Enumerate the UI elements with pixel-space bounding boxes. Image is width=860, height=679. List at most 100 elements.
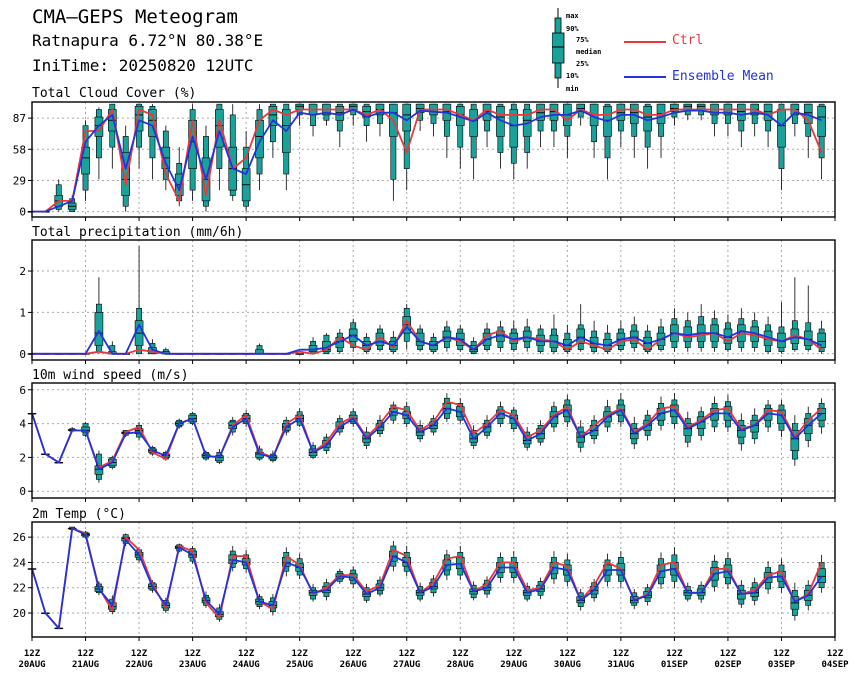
- box-inner: [94, 312, 104, 346]
- y-tick-label: 2: [19, 265, 26, 278]
- legend-p90-label: 90%: [566, 25, 579, 33]
- ctrl-line: [32, 108, 823, 213]
- x-tick-date-label: 22AUG: [126, 660, 153, 670]
- box-inner: [469, 109, 478, 137]
- box-inner: [763, 103, 773, 121]
- x-tick-hour-label: 12Z: [666, 649, 683, 659]
- x-tick-date-label: 24AUG: [233, 660, 260, 670]
- legend-ensemble-label: Ensemble Mean: [672, 69, 774, 84]
- y-tick-label: 24: [13, 556, 27, 569]
- x-tick-hour-label: 12Z: [345, 649, 362, 659]
- location-label: Ratnapura 6.72°N 80.38°E: [32, 31, 264, 50]
- box-inner: [134, 105, 144, 132]
- x-tick-hour-label: 12Z: [24, 649, 41, 659]
- plot-frame: [31, 101, 836, 218]
- box-legend-icon: [552, 8, 565, 88]
- x-tick-date-label: 03SEP: [768, 660, 796, 670]
- panel-title: 2m Temp (°C): [32, 507, 126, 522]
- box-inner: [509, 109, 519, 148]
- plot-frame: [31, 239, 836, 361]
- y-tick-label: 29: [13, 174, 26, 187]
- box-inner: [790, 430, 800, 451]
- plot-frame: [31, 521, 836, 638]
- box-inner: [268, 105, 278, 126]
- box-inner: [629, 103, 639, 124]
- x-tick-hour-label: 12Z: [184, 649, 201, 659]
- legend-median-label: median: [576, 48, 602, 56]
- x-tick-hour-label: 12Z: [77, 649, 94, 659]
- box-inner: [121, 152, 130, 196]
- x-tick-date-label: 02SEP: [714, 660, 742, 670]
- box-inner: [215, 109, 224, 148]
- x-tick-date-label: 21AUG: [72, 660, 99, 670]
- y-tick-label: 58: [13, 143, 26, 156]
- y-tick-label: 26: [13, 531, 26, 544]
- ctrl-line: [31, 400, 823, 469]
- x-tick-date-label: 25AUG: [286, 660, 313, 670]
- plot-frame: [31, 382, 836, 499]
- y-tick-label: 22: [13, 582, 26, 595]
- box-inner: [817, 105, 826, 137]
- x-tick-hour-label: 12Z: [506, 649, 523, 659]
- ensemble-mean-line: [31, 407, 823, 471]
- y-tick-label: 6: [19, 384, 26, 397]
- x-tick-hour-label: 12Z: [131, 649, 148, 659]
- x-tick-hour-label: 12Z: [720, 649, 737, 659]
- panel-title: Total precipitation (mm/6h): [32, 225, 243, 240]
- box-inner: [522, 330, 532, 342]
- box-inner: [536, 103, 545, 121]
- x-tick-date-label: 01SEP: [661, 660, 689, 670]
- ensemble-mean-line: [32, 108, 822, 213]
- box-inner: [670, 103, 679, 112]
- x-tick-date-label: 04SEP: [821, 660, 849, 670]
- box-inner: [817, 568, 826, 583]
- x-tick-date-label: 27AUG: [393, 660, 420, 670]
- y-tick-label: 0: [19, 348, 26, 361]
- y-tick-label: 0: [19, 206, 26, 219]
- x-tick-date-label: 23AUG: [179, 660, 206, 670]
- panel-title: 10m wind speed (m/s): [32, 368, 189, 383]
- y-tick-label: 87: [13, 112, 26, 125]
- box-inner: [415, 332, 425, 346]
- box-inner: [616, 103, 626, 121]
- x-tick-hour-label: 12Z: [452, 649, 469, 659]
- x-tick-date-label: 30AUG: [554, 660, 581, 670]
- y-tick-label: 0: [19, 485, 26, 498]
- box-inner: [737, 103, 746, 121]
- x-tick-hour-label: 12Z: [292, 649, 309, 659]
- x-tick-date-label: 26AUG: [340, 660, 367, 670]
- box-inner: [817, 332, 826, 348]
- page-title: CMA–GEPS Meteogram: [32, 6, 238, 28]
- legend-min-label: min: [566, 85, 579, 93]
- box-inner: [442, 330, 452, 342]
- panel-title: Total Cloud Cover (%): [32, 86, 196, 101]
- init-time-label: IniTime: 20250820 12UTC: [32, 56, 254, 75]
- box-inner: [148, 109, 157, 137]
- box-inner: [777, 109, 786, 148]
- x-tick-hour-label: 12Z: [238, 649, 255, 659]
- x-tick-date-label: 20AUG: [18, 660, 45, 670]
- x-tick-hour-label: 12Z: [613, 649, 630, 659]
- box-inner: [576, 103, 586, 112]
- legend-ctrl-swatch: [624, 41, 666, 43]
- x-tick-hour-label: 12Z: [773, 649, 790, 659]
- legend-p10-label: 10%: [566, 72, 579, 80]
- legend-max-label: max: [566, 12, 579, 20]
- y-tick-label: 20: [13, 607, 26, 620]
- x-tick-date-label: 29AUG: [500, 660, 527, 670]
- legend-ensemble-swatch: [624, 76, 666, 78]
- x-tick-date-label: 31AUG: [607, 660, 634, 670]
- x-tick-date-label: 28AUG: [447, 660, 474, 670]
- ensemble-mean-line: [32, 323, 822, 355]
- x-tick-hour-label: 12Z: [559, 649, 576, 659]
- y-tick-label: 4: [19, 418, 26, 431]
- y-tick-label: 2: [19, 451, 26, 464]
- ensemble-mean-line: [31, 527, 823, 630]
- y-tick-label: 1: [19, 306, 26, 319]
- x-tick-hour-label: 12Z: [827, 649, 844, 659]
- legend-p25-label: 25%: [576, 60, 589, 68]
- x-tick-hour-label: 12Z: [399, 649, 416, 659]
- legend-p75-label: 75%: [576, 36, 589, 44]
- legend-ctrl-label: Ctrl: [672, 33, 704, 48]
